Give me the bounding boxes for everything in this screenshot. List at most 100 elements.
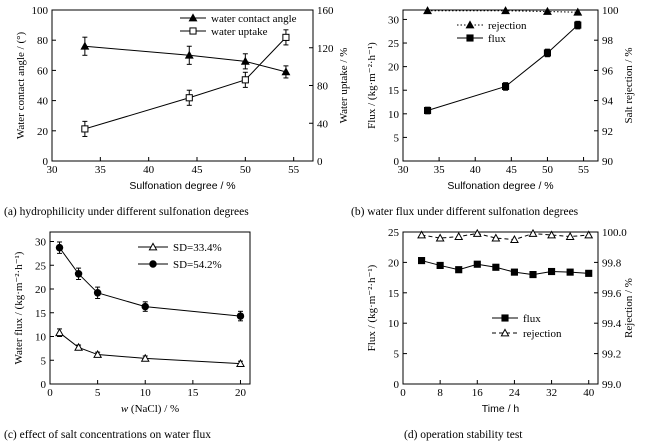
y2-tick-label: 94 — [602, 96, 614, 108]
data-point — [542, 6, 552, 15]
y-tick-label: 15 — [388, 85, 400, 97]
panel-caption: (c) effect of salt concentrations on wat… — [4, 429, 211, 441]
data-point — [81, 125, 89, 133]
y2-tick-label: 100 — [602, 5, 619, 17]
y2-axis-label: Rejection / % — [623, 278, 635, 338]
series-0 — [55, 328, 245, 367]
legend-label: water uptake — [211, 26, 268, 38]
data-point — [281, 67, 291, 76]
series-line — [59, 332, 241, 365]
y2-tick-label: 99.0 — [602, 379, 622, 391]
x-tick-label: 40 — [470, 164, 482, 176]
data-point — [282, 33, 290, 41]
data-point — [454, 231, 464, 240]
x-axis-label: Sulfonation degree / % — [129, 180, 235, 192]
x-axis-label: Sulfonation degree / % — [447, 180, 553, 192]
x-tick-label: 10 — [140, 387, 152, 399]
y-tick-label: 30 — [388, 14, 400, 26]
legend-marker — [500, 328, 510, 337]
y2-tick-label: 99.4 — [602, 318, 622, 330]
y2-tick-label: 92 — [602, 126, 613, 138]
panel-caption: (a) hydrophilicity under different sulfo… — [4, 206, 249, 218]
series-line — [421, 233, 589, 241]
data-point — [236, 358, 245, 367]
series-1 — [417, 228, 594, 243]
y2-tick-label: 99.8 — [602, 257, 622, 269]
x-tick-label: 0 — [400, 387, 406, 399]
data-point — [455, 266, 463, 274]
data-point — [548, 267, 556, 276]
data-point — [501, 6, 511, 15]
series-line — [427, 24, 579, 111]
series-1 — [81, 29, 290, 137]
data-point — [80, 41, 90, 50]
y2-tick-label: 40 — [317, 118, 329, 130]
x-tick-label: 50 — [240, 164, 252, 176]
x-tick-label: 5 — [95, 387, 101, 399]
y-axis-label: Water flux / (kg·m⁻²·h⁻¹) — [13, 251, 25, 364]
data-point — [543, 49, 552, 57]
data-point — [185, 94, 193, 102]
y-tick-label: 5 — [41, 355, 47, 367]
y2-axis-label: Salt rejection / % — [623, 47, 635, 123]
x-tick-label: 35 — [95, 164, 107, 176]
data-point — [55, 243, 64, 252]
data-point — [509, 234, 519, 243]
data-point — [473, 260, 481, 268]
plot-frame — [49, 231, 251, 385]
y2-tick-label: 98 — [602, 35, 614, 47]
data-point — [574, 21, 582, 29]
y-tick-label: 10 — [35, 332, 47, 344]
panel-c: 0 5 10 15 20 0 5 10 15 20 25 30 w (NaCl) / % Water fl… — [4, 231, 251, 441]
data-point — [510, 268, 518, 276]
y-tick-label: 10 — [388, 318, 400, 330]
x-axis-label-rest: (NaCl) / % — [128, 403, 179, 415]
y2-tick-label: 99.6 — [602, 288, 622, 300]
y-tick-label: 25 — [35, 260, 47, 272]
data-point — [140, 353, 150, 362]
y-tick-label: 20 — [35, 284, 47, 296]
x-tick-label: 40 — [583, 387, 595, 399]
y-tick-label: 15 — [35, 308, 47, 320]
series-1 — [55, 241, 245, 322]
y2-tick-label: 160 — [317, 5, 334, 17]
y-tick-label: 10 — [388, 109, 400, 121]
y2-tick-label: 0 — [317, 156, 323, 168]
panel-caption: (d) operation stability test — [404, 429, 523, 441]
legend-label: flux — [488, 33, 506, 45]
y-tick-label: 0 — [394, 379, 400, 391]
panel-caption: (b) water flux under different sulfonati… — [351, 206, 579, 218]
y-tick-label: 20 — [37, 126, 49, 138]
y-tick-label: 25 — [388, 38, 400, 50]
legend-label: water contact angle — [211, 13, 297, 25]
legend-marker — [149, 260, 157, 268]
data-point — [423, 6, 433, 15]
data-point — [472, 228, 482, 237]
x-tick-label: 0 — [47, 387, 53, 399]
y-tick-label: 20 — [388, 257, 400, 269]
y-tick-label: 15 — [388, 288, 400, 300]
y2-tick-label: 100.0 — [602, 227, 627, 239]
data-point — [423, 106, 432, 115]
legend-marker — [188, 13, 198, 22]
panel-a: 30 35 40 45 50 55 0 20 40 60 80 100 0 40 80 120 160 Sulfo… — [4, 5, 350, 218]
y-tick-label: 60 — [37, 65, 49, 77]
x-axis-label: Time / h — [482, 403, 520, 415]
legend-marker — [501, 314, 509, 322]
y-tick-label: 100 — [32, 5, 49, 17]
data-point — [240, 56, 250, 65]
data-point — [435, 233, 445, 242]
data-point — [93, 289, 102, 297]
y2-tick-label: 80 — [317, 81, 329, 93]
x-tick-label: 32 — [546, 387, 557, 399]
data-point — [436, 261, 444, 270]
legend-label: SD=33.4% — [173, 242, 222, 254]
legend-marker — [465, 20, 475, 29]
x-tick-label: 35 — [434, 164, 446, 176]
y-tick-label: 0 — [43, 156, 49, 168]
legend-label: flux — [523, 313, 541, 325]
data-point — [584, 230, 594, 239]
legend-marker — [466, 34, 474, 42]
y2-tick-label: 90 — [602, 156, 614, 168]
